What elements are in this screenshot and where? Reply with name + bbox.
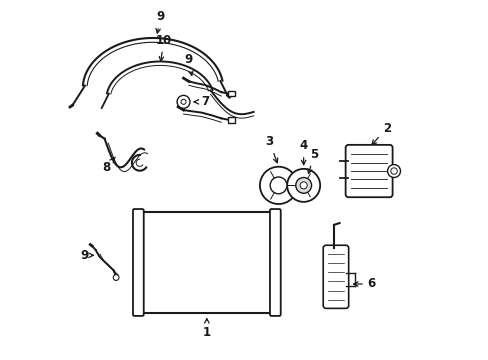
- Circle shape: [177, 95, 190, 108]
- FancyBboxPatch shape: [133, 209, 143, 316]
- Text: 9: 9: [81, 249, 93, 262]
- Bar: [228, 117, 234, 123]
- Circle shape: [286, 169, 320, 202]
- Text: 10: 10: [155, 33, 172, 61]
- Text: 2: 2: [371, 122, 390, 145]
- Text: 4: 4: [299, 139, 307, 165]
- Circle shape: [270, 177, 286, 194]
- Text: 9: 9: [184, 53, 193, 76]
- FancyBboxPatch shape: [345, 145, 392, 197]
- Circle shape: [260, 167, 297, 204]
- Text: 5: 5: [307, 148, 318, 174]
- Text: 9: 9: [156, 10, 164, 33]
- FancyBboxPatch shape: [269, 209, 280, 316]
- Circle shape: [300, 182, 306, 189]
- Bar: [142, 212, 271, 313]
- Circle shape: [390, 168, 396, 174]
- Text: 7: 7: [194, 95, 209, 108]
- Circle shape: [181, 99, 185, 104]
- Text: 8: 8: [102, 157, 115, 174]
- Circle shape: [387, 165, 400, 177]
- Circle shape: [295, 177, 311, 193]
- Bar: [142, 212, 271, 313]
- Text: 6: 6: [353, 278, 375, 291]
- FancyBboxPatch shape: [323, 245, 348, 309]
- Bar: [228, 91, 234, 96]
- Bar: [142, 212, 271, 313]
- Circle shape: [113, 275, 119, 280]
- Text: 3: 3: [265, 135, 277, 163]
- Text: 1: 1: [203, 319, 210, 339]
- Circle shape: [297, 180, 309, 191]
